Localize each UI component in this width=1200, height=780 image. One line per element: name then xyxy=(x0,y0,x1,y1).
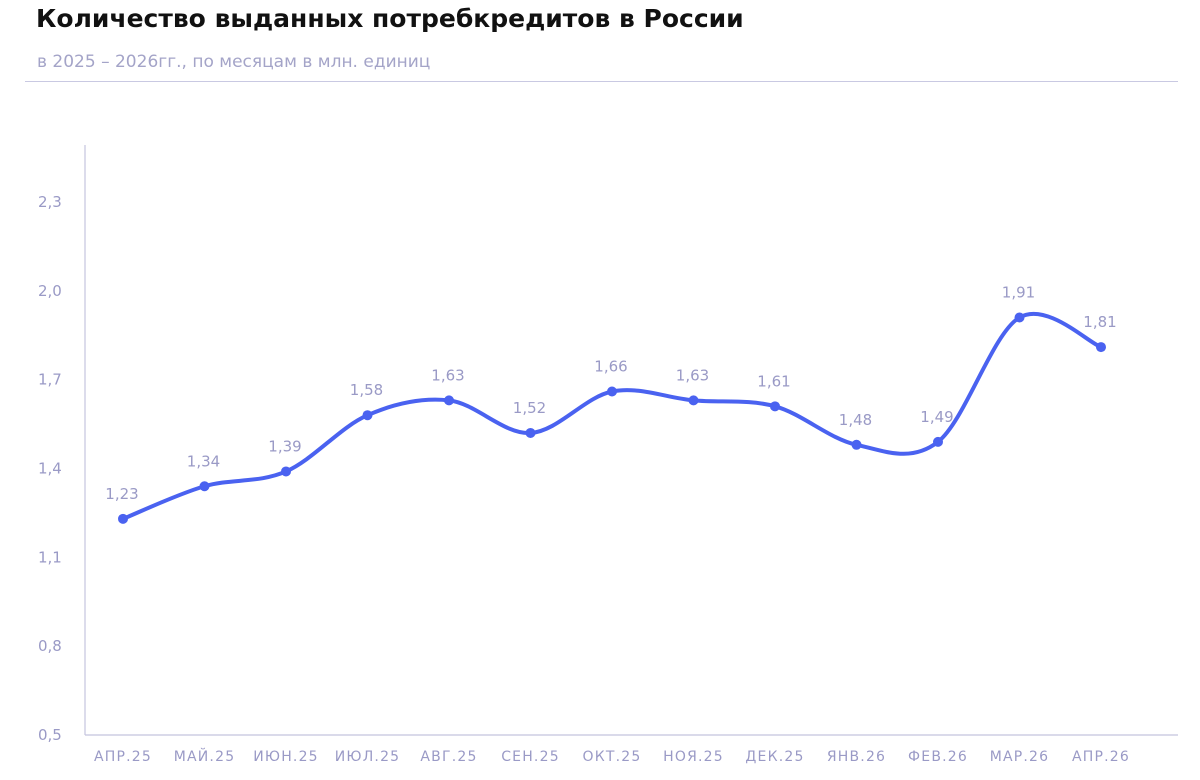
x-tick-label: АПР.25 xyxy=(94,749,152,765)
x-tick-label: МАЙ.25 xyxy=(174,747,236,765)
data-label: 1,63 xyxy=(431,366,464,384)
data-label: 1,48 xyxy=(839,411,872,429)
x-tick-label: АВГ.25 xyxy=(420,749,477,765)
y-tick-label: 1,4 xyxy=(38,460,62,478)
header-divider xyxy=(25,81,1178,82)
chart-title: Количество выданных потребкредитов в Рос… xyxy=(36,4,744,33)
data-points xyxy=(118,312,1106,524)
data-point xyxy=(362,410,373,421)
data-label: 1,34 xyxy=(187,452,220,470)
chart-axes xyxy=(84,145,1178,736)
data-point xyxy=(770,401,780,412)
series-group xyxy=(121,311,1103,521)
data-label: 1,58 xyxy=(350,381,383,399)
x-tick-label: АПР.26 xyxy=(1072,749,1130,765)
y-tick-label: 2,0 xyxy=(38,282,62,300)
data-label: 1,39 xyxy=(268,437,301,455)
data-point xyxy=(525,427,536,438)
x-axis-ticks: АПР.25 МАЙ.25 ИЮН.25 ИЮЛ.25 АВГ.25 СЕН.25 ОКТ.… xyxy=(94,747,1130,765)
data-label: 1,49 xyxy=(920,408,953,426)
x-tick-label: НОЯ.25 xyxy=(663,749,724,765)
data-point xyxy=(607,386,617,397)
y-tick-label: 1,7 xyxy=(38,371,62,389)
data-point xyxy=(1014,312,1025,323)
x-tick-label: СЕН.25 xyxy=(501,749,560,765)
x-tick-label: ДЕК.25 xyxy=(745,749,804,765)
data-label: 1,66 xyxy=(594,358,627,376)
data-label: 1,61 xyxy=(757,372,790,390)
data-label: 1,81 xyxy=(1083,313,1116,331)
y-tick-label: 0,8 xyxy=(38,637,62,655)
y-tick-label: 0,5 xyxy=(38,726,62,744)
data-label: 1,63 xyxy=(676,366,709,384)
data-labels: 1,23 1,34 1,39 1,58 1,63 1,52 1,66 1,63 1,61 1,48… xyxy=(105,283,1116,502)
data-point xyxy=(118,513,128,524)
x-tick-label: ЯНВ.26 xyxy=(827,749,886,765)
data-point xyxy=(281,466,291,477)
x-tick-label: ИЮН.25 xyxy=(253,749,319,765)
data-label: 1,91 xyxy=(1002,283,1035,301)
y-tick-label: 2,3 xyxy=(38,193,62,211)
data-point xyxy=(199,481,210,492)
x-tick-label: ИЮЛ.25 xyxy=(335,749,401,765)
data-point xyxy=(1096,342,1106,353)
y-axis-ticks: 0,5 0,8 1,1 1,4 1,7 2,0 2,3 xyxy=(38,193,62,744)
x-tick-label: ОКТ.25 xyxy=(583,749,642,765)
data-label: 1,23 xyxy=(105,485,138,503)
data-label: 1,52 xyxy=(513,399,546,417)
series-line xyxy=(121,311,1103,521)
x-tick-label: ФЕВ.26 xyxy=(908,749,968,765)
data-point xyxy=(688,395,699,406)
chart-subtitle: в 2025 – 2026гг., по месяцам в млн. един… xyxy=(37,52,431,72)
data-point xyxy=(933,436,943,447)
data-point xyxy=(444,395,454,406)
y-tick-label: 1,1 xyxy=(38,548,62,566)
x-tick-label: МАР.26 xyxy=(990,749,1050,765)
data-point xyxy=(851,439,862,450)
